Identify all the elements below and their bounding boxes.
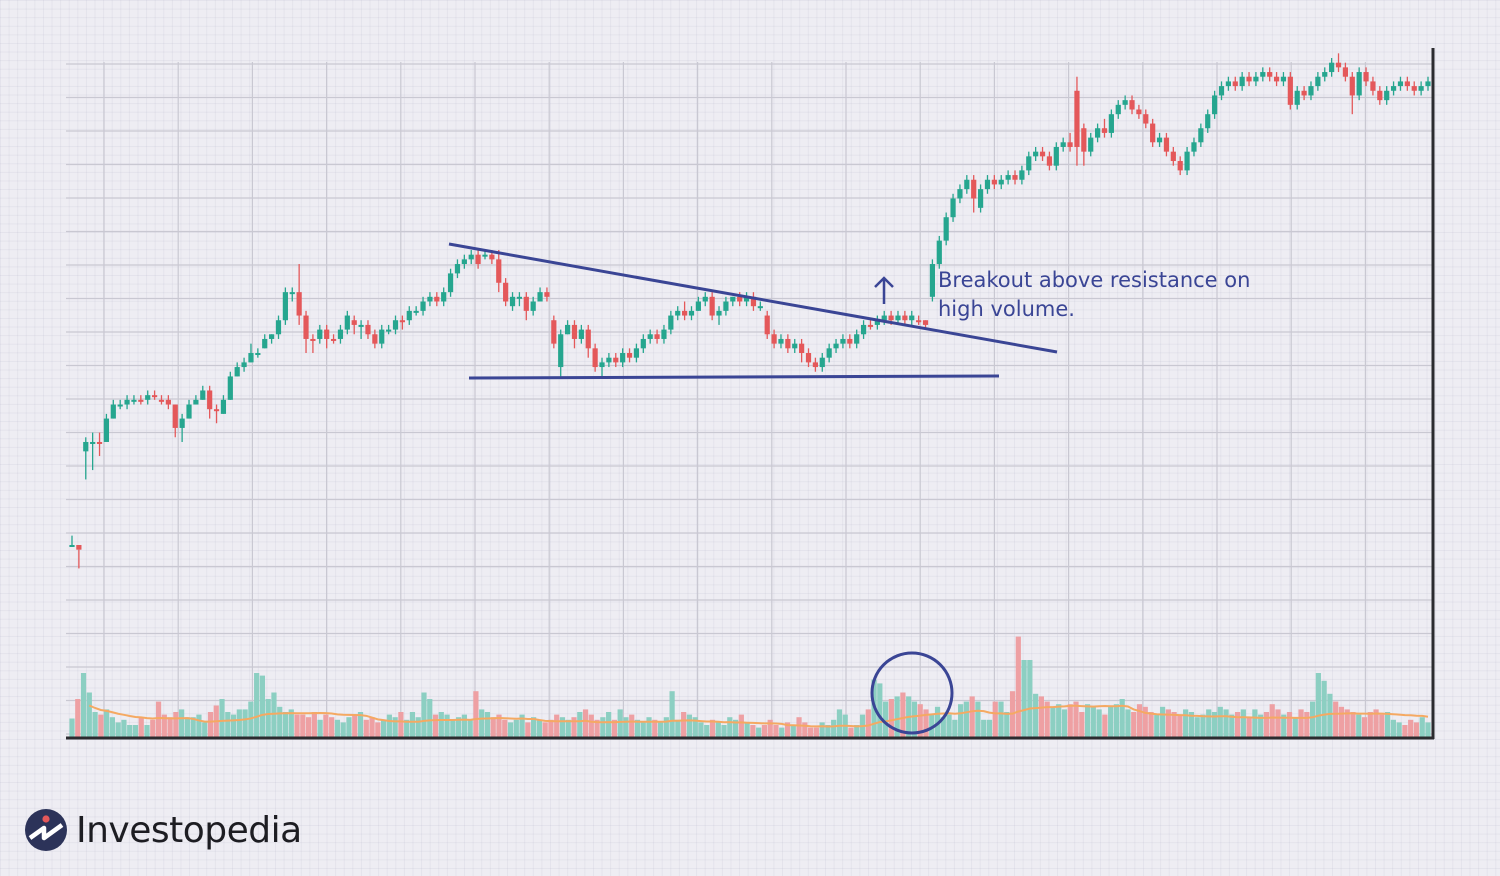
arrow-up-icon (874, 276, 894, 304)
annotation-line-2: high volume. (938, 297, 1075, 321)
grid (66, 62, 1433, 738)
brand-name: Investopedia (76, 809, 302, 851)
breakout-annotation: Breakout above resistance on high volume… (938, 266, 1250, 324)
annotation-line-1: Breakout above resistance on (938, 268, 1251, 292)
resistance-line (448, 242, 1058, 354)
investopedia-logo: Investopedia (24, 808, 302, 852)
investopedia-logo-icon (25, 809, 67, 851)
candles (69, 53, 1431, 569)
support-line (468, 374, 1000, 380)
high-volume-circle (870, 651, 954, 735)
volume-moving-average (88, 704, 1429, 728)
